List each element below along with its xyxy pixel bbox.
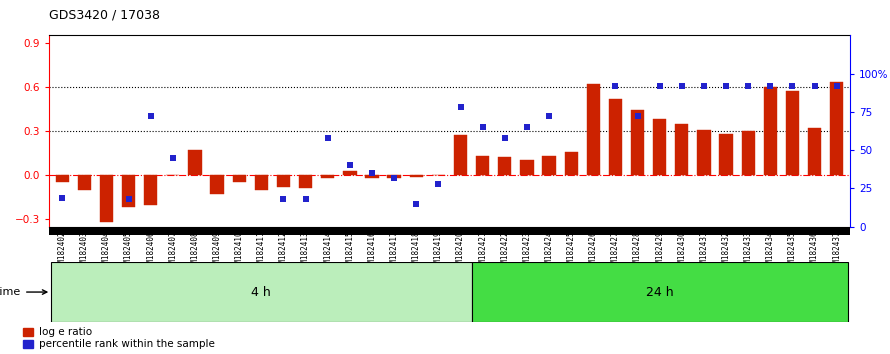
- Bar: [676, 124, 689, 175]
- Bar: [498, 158, 512, 175]
- Bar: [232, 175, 246, 182]
- Bar: [77, 175, 91, 190]
- Bar: [631, 110, 644, 175]
- Bar: [609, 99, 622, 175]
- Bar: [564, 152, 578, 175]
- Bar: [277, 175, 290, 187]
- Legend: log e ratio, percentile rank within the sample: log e ratio, percentile rank within the …: [23, 327, 214, 349]
- Bar: [344, 171, 357, 175]
- Bar: [51, 262, 472, 322]
- Bar: [299, 175, 312, 188]
- Bar: [144, 175, 158, 205]
- Text: 24 h: 24 h: [646, 286, 674, 298]
- Bar: [321, 175, 335, 178]
- Bar: [653, 119, 667, 175]
- Bar: [830, 82, 844, 175]
- Bar: [697, 130, 710, 175]
- Bar: [387, 175, 400, 178]
- Bar: [719, 134, 732, 175]
- Bar: [521, 160, 533, 175]
- Bar: [454, 135, 467, 175]
- Bar: [542, 156, 555, 175]
- Bar: [409, 175, 423, 177]
- Bar: [808, 128, 821, 175]
- Bar: [122, 175, 135, 207]
- Text: GDS3420 / 17038: GDS3420 / 17038: [49, 9, 160, 22]
- Bar: [476, 156, 490, 175]
- Bar: [100, 175, 113, 222]
- Bar: [255, 175, 268, 190]
- Bar: [55, 175, 69, 182]
- Bar: [764, 87, 777, 175]
- Bar: [786, 91, 799, 175]
- Text: time: time: [0, 287, 47, 297]
- Text: 4 h: 4 h: [252, 286, 271, 298]
- Bar: [210, 175, 223, 194]
- Bar: [189, 150, 202, 175]
- Bar: [366, 175, 378, 178]
- Bar: [587, 84, 600, 175]
- Bar: [472, 262, 848, 322]
- Bar: [741, 131, 755, 175]
